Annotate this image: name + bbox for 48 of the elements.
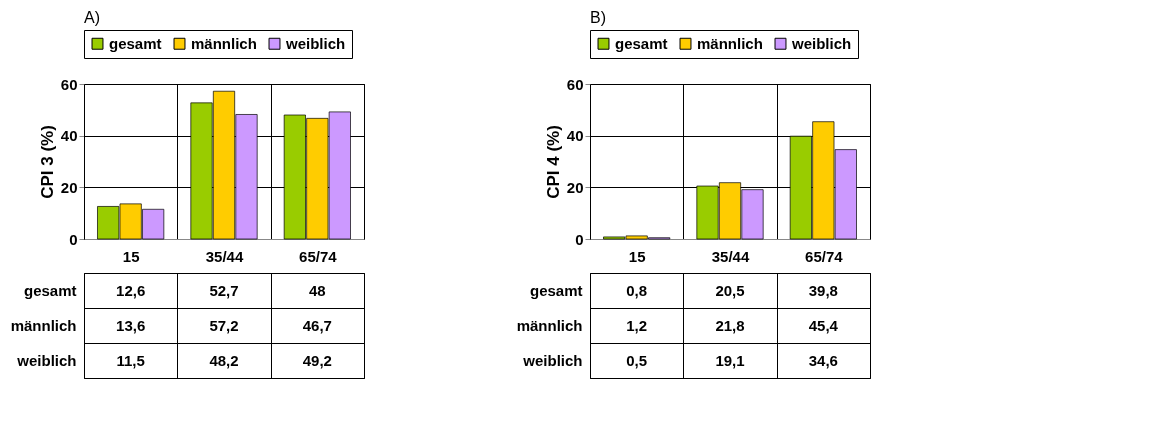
data-label: 11,5 xyxy=(116,351,145,369)
data-label: 46,7 xyxy=(302,316,332,334)
data-label: 21,8 xyxy=(715,316,745,334)
legend-label: gesamt xyxy=(615,34,668,52)
text: gesamt xyxy=(529,282,583,299)
chart-title: A) xyxy=(84,8,100,26)
legend-label: männlich xyxy=(191,34,257,52)
data-label: 12,6 xyxy=(116,281,146,299)
x-tick-label: 65/74 xyxy=(805,247,844,265)
data-label: 13,6 xyxy=(116,316,146,334)
legend-label: gesamt xyxy=(109,34,162,52)
y-tick-label: 20 xyxy=(566,178,584,196)
legend-label: weiblich xyxy=(285,34,346,52)
data-label: 48,2 xyxy=(209,351,239,369)
y-tick-label: 60 xyxy=(566,75,584,93)
text: gesamt xyxy=(23,282,77,299)
data-label: 39,8 xyxy=(808,281,838,299)
data-label: 0,8 xyxy=(626,281,648,299)
x-tick-label: 65/74 xyxy=(299,247,338,265)
y-axis-title: CPI 3 (%) xyxy=(37,125,57,199)
text: männlich xyxy=(516,317,583,334)
data-label: 52,7 xyxy=(209,281,239,299)
legend-label: weiblich xyxy=(791,34,852,52)
chart-title: B) xyxy=(590,8,606,26)
data-label: 49,2 xyxy=(302,351,332,369)
x-tick-label: 35/44 xyxy=(711,247,750,265)
x-tick-label: 35/44 xyxy=(205,247,244,265)
legend-label: männlich xyxy=(697,34,763,52)
text: weiblich xyxy=(523,352,583,369)
y-tick-label: 60 xyxy=(60,75,78,93)
x-tick-label: 15 xyxy=(122,247,140,265)
data-label: 48 xyxy=(308,281,326,299)
y-tick-label: 40 xyxy=(60,127,78,145)
y-tick-label: 20 xyxy=(60,178,78,196)
y-tick-label: 0 xyxy=(69,230,78,248)
y-axis-title: CPI 4 (%) xyxy=(543,125,563,199)
data-label: 0,5 xyxy=(626,351,648,369)
x-tick-label: 15 xyxy=(628,247,646,265)
y-tick-label: 0 xyxy=(575,230,584,248)
y-tick-label: 40 xyxy=(566,127,584,145)
data-label: 57,2 xyxy=(209,316,239,334)
data-label: 45,4 xyxy=(808,316,839,334)
data-label: 34,6 xyxy=(808,351,838,369)
data-label: 19,1 xyxy=(715,351,745,369)
data-label: 1,2 xyxy=(626,316,648,334)
text: weiblich xyxy=(17,352,77,369)
text: männlich xyxy=(10,317,77,334)
data-label: 20,5 xyxy=(715,281,745,299)
